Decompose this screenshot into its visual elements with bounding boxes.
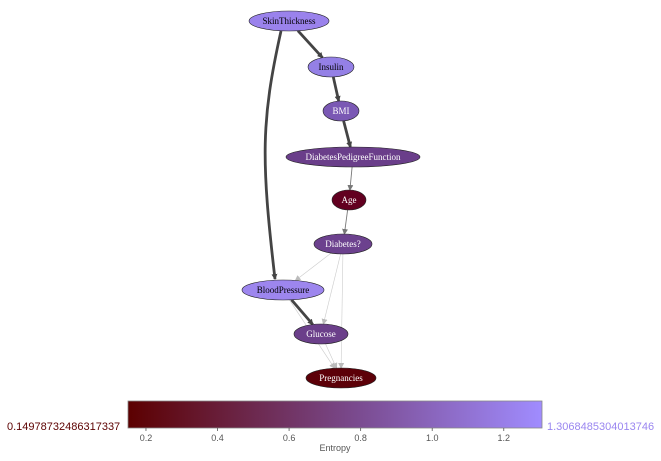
node-bloodpressure[interactable]: BloodPressure bbox=[241, 279, 325, 301]
node-skinthickness[interactable]: SkinThickness bbox=[248, 10, 330, 32]
edge-diabetes-to-bloodpressure bbox=[294, 252, 332, 282]
node-insulin[interactable]: Insulin bbox=[307, 56, 355, 78]
node-label: DiabetesPedigreeFunction bbox=[306, 152, 401, 162]
node-diabetespedigreefunction[interactable]: DiabetesPedigreeFunction bbox=[285, 146, 421, 168]
node-ellipse[interactable] bbox=[313, 233, 373, 255]
edges-layer bbox=[263, 29, 354, 370]
node-ellipse[interactable] bbox=[248, 10, 330, 32]
node-ellipse[interactable] bbox=[285, 146, 421, 168]
edge-age-to-diabetes bbox=[342, 209, 349, 235]
colorbar-axis-title: Entropy bbox=[319, 443, 351, 453]
colorbar-tick-label: 0.4 bbox=[211, 433, 224, 443]
colorbar-tick-label: 1.0 bbox=[426, 433, 439, 443]
edge-bloodpressure-to-glucose bbox=[290, 298, 314, 326]
colorbar-min-label: 0.14978732486317337 bbox=[7, 421, 120, 433]
node-age[interactable]: Age bbox=[331, 189, 367, 211]
colorbar-max-label: 1.3068485304013746 bbox=[547, 421, 654, 433]
node-label: SkinThickness bbox=[263, 16, 316, 26]
node-label: BMI bbox=[332, 106, 349, 116]
node-label: Age bbox=[342, 195, 357, 205]
node-bmi[interactable]: BMI bbox=[322, 100, 360, 122]
node-ellipse[interactable] bbox=[241, 279, 325, 301]
node-ellipse[interactable] bbox=[322, 100, 360, 122]
edge-diabetes-to-pregnancies bbox=[338, 253, 345, 369]
colorbar-gradient bbox=[127, 400, 543, 429]
node-label: Insulin bbox=[318, 62, 344, 72]
colorbar-tick-label: 0.8 bbox=[354, 433, 367, 443]
edge-skinthickness-to-bloodpressure bbox=[263, 30, 283, 280]
colorbar-tick-label: 0.6 bbox=[283, 433, 296, 443]
edge-insulin-to-bmi bbox=[331, 76, 341, 103]
edge-glucose-to-pregnancies bbox=[325, 343, 338, 370]
node-label: Glucose bbox=[306, 329, 336, 339]
node-label: Diabetes? bbox=[325, 239, 360, 249]
colorbar-ticks: 0.2 0.4 0.6 0.8 1.0 1.2 bbox=[140, 428, 510, 443]
node-glucose[interactable]: Glucose bbox=[293, 323, 349, 345]
node-diabetes[interactable]: Diabetes? bbox=[313, 233, 373, 255]
node-label: BloodPressure bbox=[257, 285, 310, 295]
node-pregnancies[interactable]: Pregnancies bbox=[305, 367, 377, 389]
node-ellipse[interactable] bbox=[305, 367, 377, 389]
colorbar-tick-label: 0.2 bbox=[140, 433, 153, 443]
node-label: Pregnancies bbox=[319, 373, 363, 383]
edge-diabetespedigreefunction-to-age bbox=[347, 166, 354, 191]
entropy-colorbar: 0.2 0.4 0.6 0.8 1.0 1.2 Entropy bbox=[127, 400, 543, 453]
edge-skinthickness-to-insulin bbox=[296, 29, 324, 59]
nodes-layer: SkinThickness Insulin BMI DiabetesPedigreeF… bbox=[241, 10, 421, 389]
edge-bmi-to-diabetespedigreefunction bbox=[342, 120, 353, 148]
colorbar-tick-label: 1.2 bbox=[498, 433, 511, 443]
node-ellipse[interactable] bbox=[307, 56, 355, 78]
node-ellipse[interactable] bbox=[331, 189, 367, 211]
node-ellipse[interactable] bbox=[293, 323, 349, 345]
edge-diabetes-to-glucose bbox=[321, 253, 341, 325]
